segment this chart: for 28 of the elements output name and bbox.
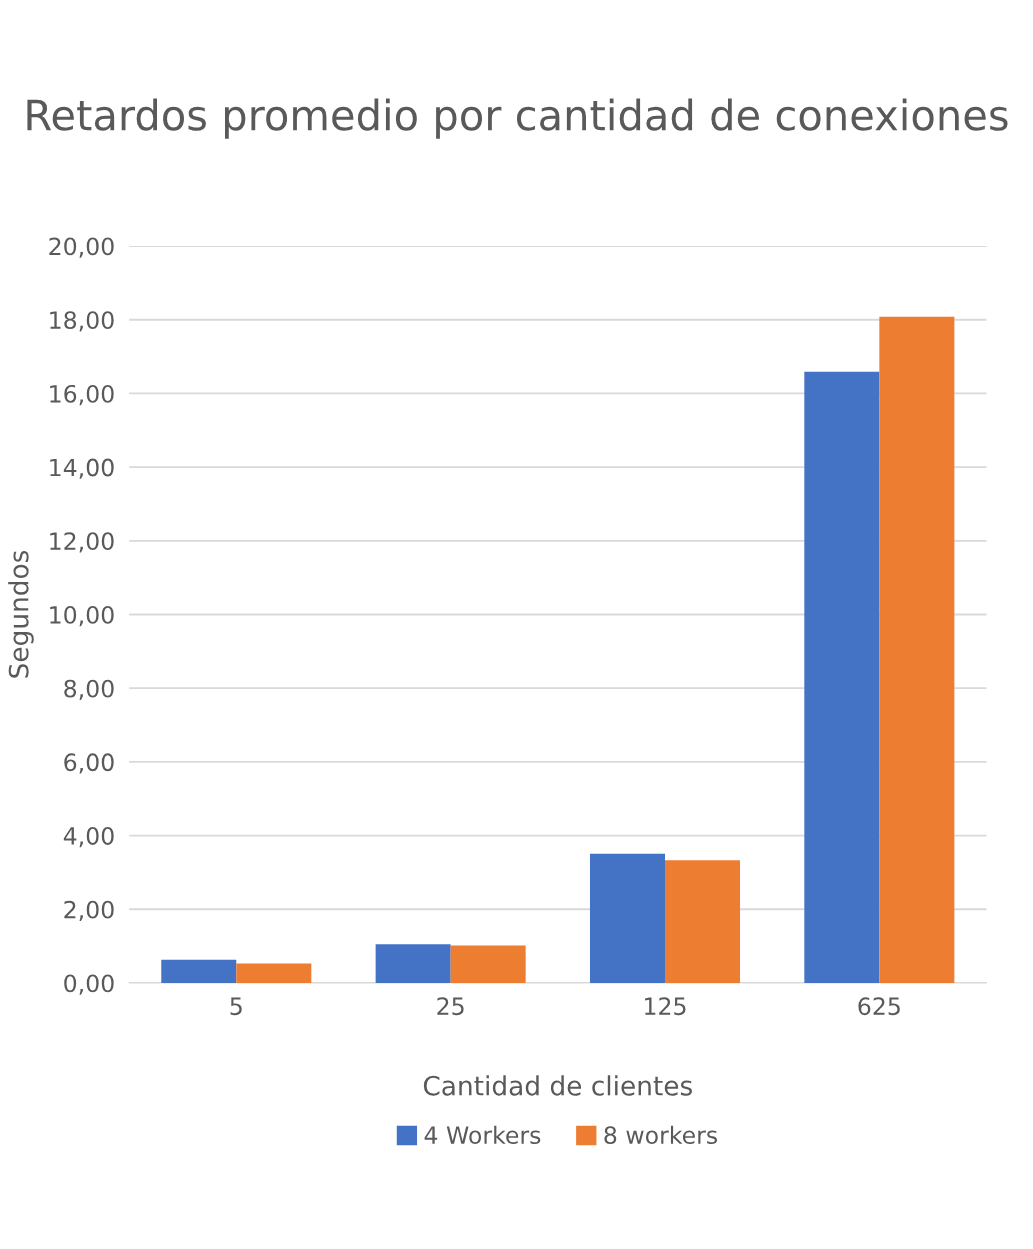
y-tick-label: 16,00 [50,384,114,406]
x-tick-label: 125 [645,997,686,1016]
x-tick-label: 625 [858,997,900,1016]
x-axis-title: Cantidad de clientes [423,1075,692,1096]
x-tick-label: 25 [437,997,464,1016]
bar [804,371,880,983]
y-tick-label: 2,00 [64,900,114,921]
y-tick-label: 14,00 [50,458,114,479]
y-axis-title: Segundos [8,550,34,678]
bar [450,945,526,983]
y-tick-label: 20,00 [49,237,114,258]
y-tick-label: 8,00 [64,679,114,700]
y-tick-label: 10,00 [50,605,114,627]
bar [375,944,451,983]
bar [589,853,665,983]
y-tick-label: 0,00 [64,974,114,995]
y-tick-label: 18,00 [50,311,114,332]
y-tick-label: 6,00 [64,753,114,774]
bar [879,316,955,983]
bar [236,963,312,983]
bar [664,860,741,983]
x-tick-label: 5 [230,997,242,1016]
legend-label: 8 workers [604,1125,718,1145]
bar [161,959,237,983]
y-tick-label: 4,00 [63,827,114,848]
y-tick-label: 12,00 [50,532,114,553]
chart-title: Retardos promedio por cantidad de conexiones [27,98,1008,139]
legend-label: 4 Workers [424,1125,541,1145]
